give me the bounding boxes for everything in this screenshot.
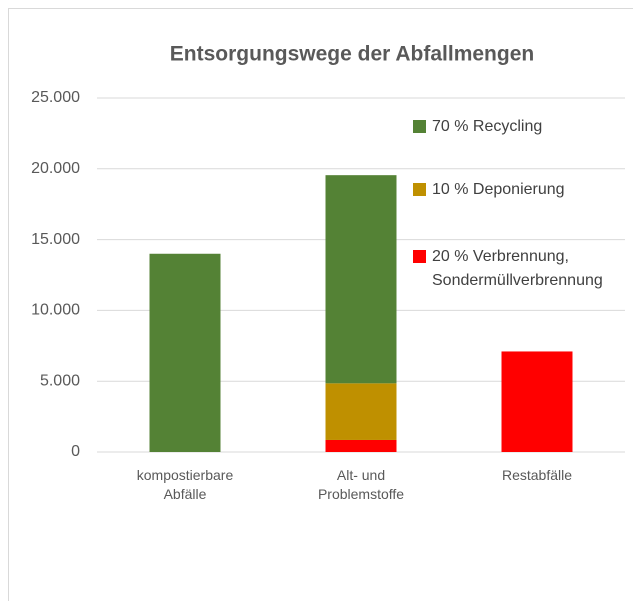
bar-segment	[325, 383, 397, 440]
legend-item: 10 % Deponierung	[413, 178, 628, 202]
y-tick-label: 25.000	[31, 89, 80, 106]
bar-segment	[325, 175, 397, 384]
y-tick-label: 10.000	[31, 302, 80, 319]
y-tick-label: 15.000	[31, 231, 80, 248]
x-tick-label: kompostierbare Abfälle	[136, 467, 234, 502]
bar-segment	[149, 253, 221, 452]
legend-swatch	[413, 120, 426, 133]
bar-segment	[325, 439, 397, 452]
legend-label: 70 % Recycling	[432, 118, 543, 135]
chart-title: Entsorgungswege der Abfallmengen	[170, 43, 534, 66]
legend-item: 20 % Verbrennung, Sondermüllverbrennung	[413, 245, 628, 293]
legend-label: 10 % Deponierung	[432, 181, 565, 198]
x-tick-label: Alt- und Problemstoffe	[317, 467, 405, 502]
legend-label: 20 % Verbrennung, Sondermüllverbrennung	[432, 248, 603, 289]
chart-border	[8, 8, 633, 601]
y-tick-label: 20.000	[31, 160, 80, 177]
y-tick-label: 0	[71, 443, 80, 460]
legend-swatch	[413, 183, 426, 196]
y-tick-label: 5.000	[40, 372, 80, 389]
x-tick-label: Restabfälle	[501, 467, 573, 483]
legend-swatch	[413, 250, 426, 263]
legend-item: 70 % Recycling	[413, 115, 628, 139]
bar-segment	[501, 351, 573, 452]
